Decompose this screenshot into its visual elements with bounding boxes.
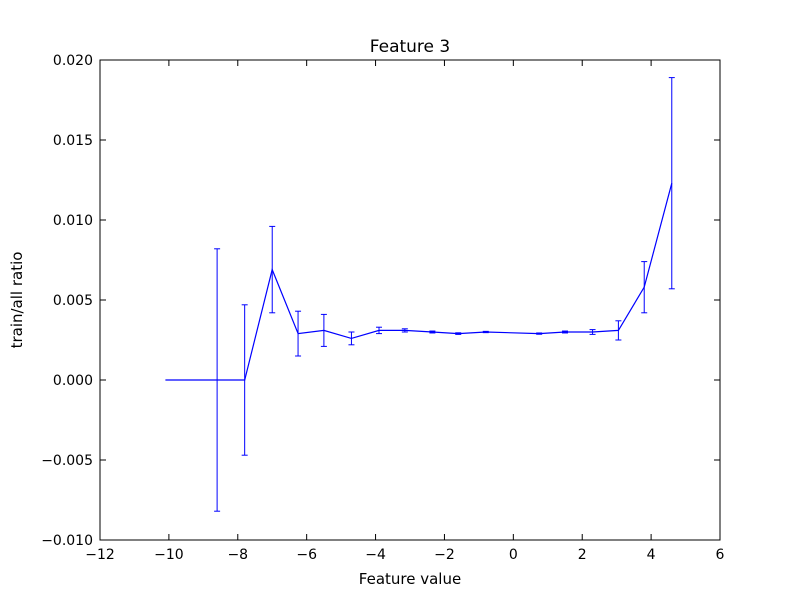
y-tick-label: 0.005 xyxy=(53,293,93,309)
axis-ticks: −12 −10 −8 −6 −4 −2 0 2 4 6 −0.010 −0.005 0.000 0.005… xyxy=(41,53,724,563)
x-axis-label: Feature value xyxy=(359,570,461,588)
x-tick-label: 0 xyxy=(509,547,518,563)
x-tick-label: 2 xyxy=(578,547,587,563)
series-line xyxy=(165,183,673,381)
y-tick-label: 0.020 xyxy=(53,53,93,69)
data-series xyxy=(165,77,675,512)
plot-frame xyxy=(99,59,721,541)
y-axis-label: train/all ratio xyxy=(8,252,26,349)
x-tick-label: −2 xyxy=(434,547,455,563)
x-tick-label: −10 xyxy=(154,547,184,563)
y-tick-label: 0.010 xyxy=(53,213,93,229)
x-tick-label: 4 xyxy=(647,547,656,563)
x-tick-label: −12 xyxy=(85,547,115,563)
x-tick-label: −6 xyxy=(296,547,317,563)
chart-title: Feature 3 xyxy=(370,37,450,57)
x-tick-label: −8 xyxy=(227,547,248,563)
x-tick-label: 6 xyxy=(716,547,725,563)
x-tick-label: −4 xyxy=(365,547,386,563)
y-tick-label: 0.000 xyxy=(53,373,93,389)
y-tick-label: −0.010 xyxy=(41,533,93,549)
y-tick-label: −0.005 xyxy=(41,453,93,469)
y-tick-label: 0.015 xyxy=(53,133,93,149)
